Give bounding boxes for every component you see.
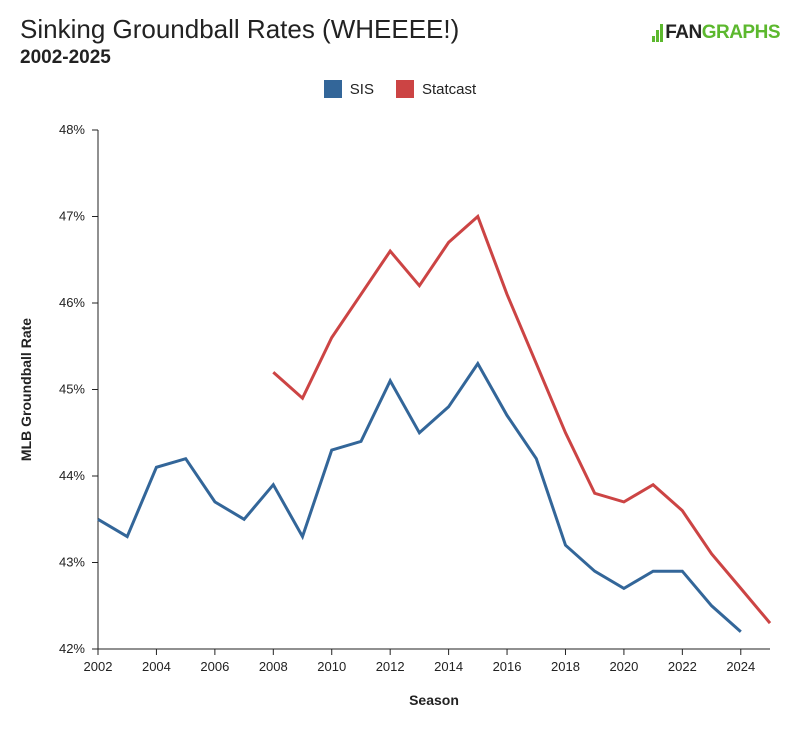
legend-swatch-sis [323, 80, 342, 98]
data-point-statcast-2014 [447, 241, 450, 244]
legend-item-sis[interactable]: SIS [323, 80, 374, 98]
data-point-statcast-2017 [535, 362, 538, 365]
x-tick-label: 2008 [259, 659, 288, 674]
x-axis: 2002 2004 2006 2008 2010 2012 2014 2016 2018 2020… [84, 648, 770, 674]
data-point-statcast-2011 [359, 293, 362, 296]
data-point-statcast-2023 [710, 552, 713, 555]
x-tick-label: 2002 [84, 659, 113, 674]
data-point-sis-2023 [710, 604, 713, 607]
logo-text-graphs: GRAPHS [701, 22, 781, 43]
data-point-sis-2011 [359, 440, 362, 443]
data-point-sis-2002 [97, 518, 100, 521]
data-point-sis-2018 [564, 544, 567, 547]
data-point-statcast-2021 [652, 483, 655, 486]
legend-swatch-statcast [395, 80, 414, 98]
data-point-statcast-2016 [506, 293, 509, 296]
x-tick-label: 2004 [142, 659, 171, 674]
y-tick-label: 48% [59, 122, 85, 137]
x-tick-label: 2006 [200, 659, 229, 674]
x-tick-label: 2020 [609, 659, 638, 674]
y-axis: 42% 43% 44% 45% 46% 47% 48% [59, 122, 99, 656]
y-tick-label: 47% [59, 209, 85, 224]
logo-bars-icon [652, 24, 664, 42]
data-point-statcast-2012 [389, 250, 392, 253]
data-point-sis-2010 [330, 449, 333, 452]
series-line-statcast [272, 213, 772, 625]
y-tick-label: 42% [59, 641, 85, 656]
legend-label-statcast: Statcast [421, 80, 477, 98]
x-tick-label: 2012 [376, 659, 405, 674]
chart-title: Sinking Groundball Rates (WHEEEE!) [20, 14, 460, 44]
data-point-sis-2019 [593, 570, 596, 573]
y-tick-label: 44% [59, 468, 85, 483]
data-point-sis-2013 [418, 431, 421, 434]
data-point-statcast-2008 [272, 371, 275, 374]
data-point-sis-2008 [272, 483, 275, 486]
x-axis-label: Season [409, 692, 459, 708]
data-point-sis-2004 [155, 466, 158, 469]
logo-text-fan: FAN [665, 22, 702, 43]
data-point-statcast-2022 [681, 509, 684, 512]
data-point-sis-2005 [184, 457, 187, 460]
data-point-statcast-2019 [593, 492, 596, 495]
data-point-sis-2009 [301, 535, 304, 538]
y-tick-label: 45% [59, 382, 85, 397]
x-tick-label: 2018 [551, 659, 580, 674]
data-point-statcast-2024 [739, 587, 742, 590]
chart-subtitle: 2002-2025 [20, 47, 111, 68]
data-point-sis-2015 [476, 362, 479, 365]
data-point-sis-2021 [652, 570, 655, 573]
data-point-statcast-2015 [476, 215, 479, 218]
legend-item-statcast[interactable]: Statcast [395, 80, 477, 98]
data-point-sis-2017 [535, 457, 538, 460]
y-axis-label: MLB Groundball Rate [18, 318, 34, 461]
fangraphs-logo[interactable]: FAN GRAPHS [652, 22, 781, 44]
data-point-statcast-2009 [301, 397, 304, 400]
data-point-sis-2007 [243, 518, 246, 521]
data-point-sis-2014 [447, 405, 450, 408]
data-point-sis-2012 [389, 379, 392, 382]
data-point-sis-2022 [681, 570, 684, 573]
data-point-sis-2016 [506, 414, 509, 417]
series-line-sis [97, 360, 742, 633]
x-tick-label: 2022 [668, 659, 697, 674]
chart-legend: SIS Statcast [0, 80, 800, 98]
data-point-sis-2006 [213, 500, 216, 503]
data-point-sis-2003 [126, 535, 129, 538]
y-tick-label: 43% [59, 555, 85, 570]
data-point-statcast-2025 [769, 622, 772, 625]
data-point-statcast-2013 [418, 284, 421, 287]
data-point-statcast-2018 [564, 431, 567, 434]
x-tick-label: 2016 [493, 659, 522, 674]
y-tick-label: 46% [59, 295, 85, 310]
data-point-statcast-2020 [622, 500, 625, 503]
data-point-sis-2020 [622, 587, 625, 590]
data-point-sis-2024 [739, 630, 742, 633]
x-tick-label: 2014 [434, 659, 463, 674]
x-tick-label: 2024 [726, 659, 755, 674]
data-point-statcast-2010 [330, 336, 333, 339]
x-tick-label: 2010 [317, 659, 346, 674]
series-layer [97, 213, 772, 633]
legend-label-sis: SIS [349, 80, 374, 98]
